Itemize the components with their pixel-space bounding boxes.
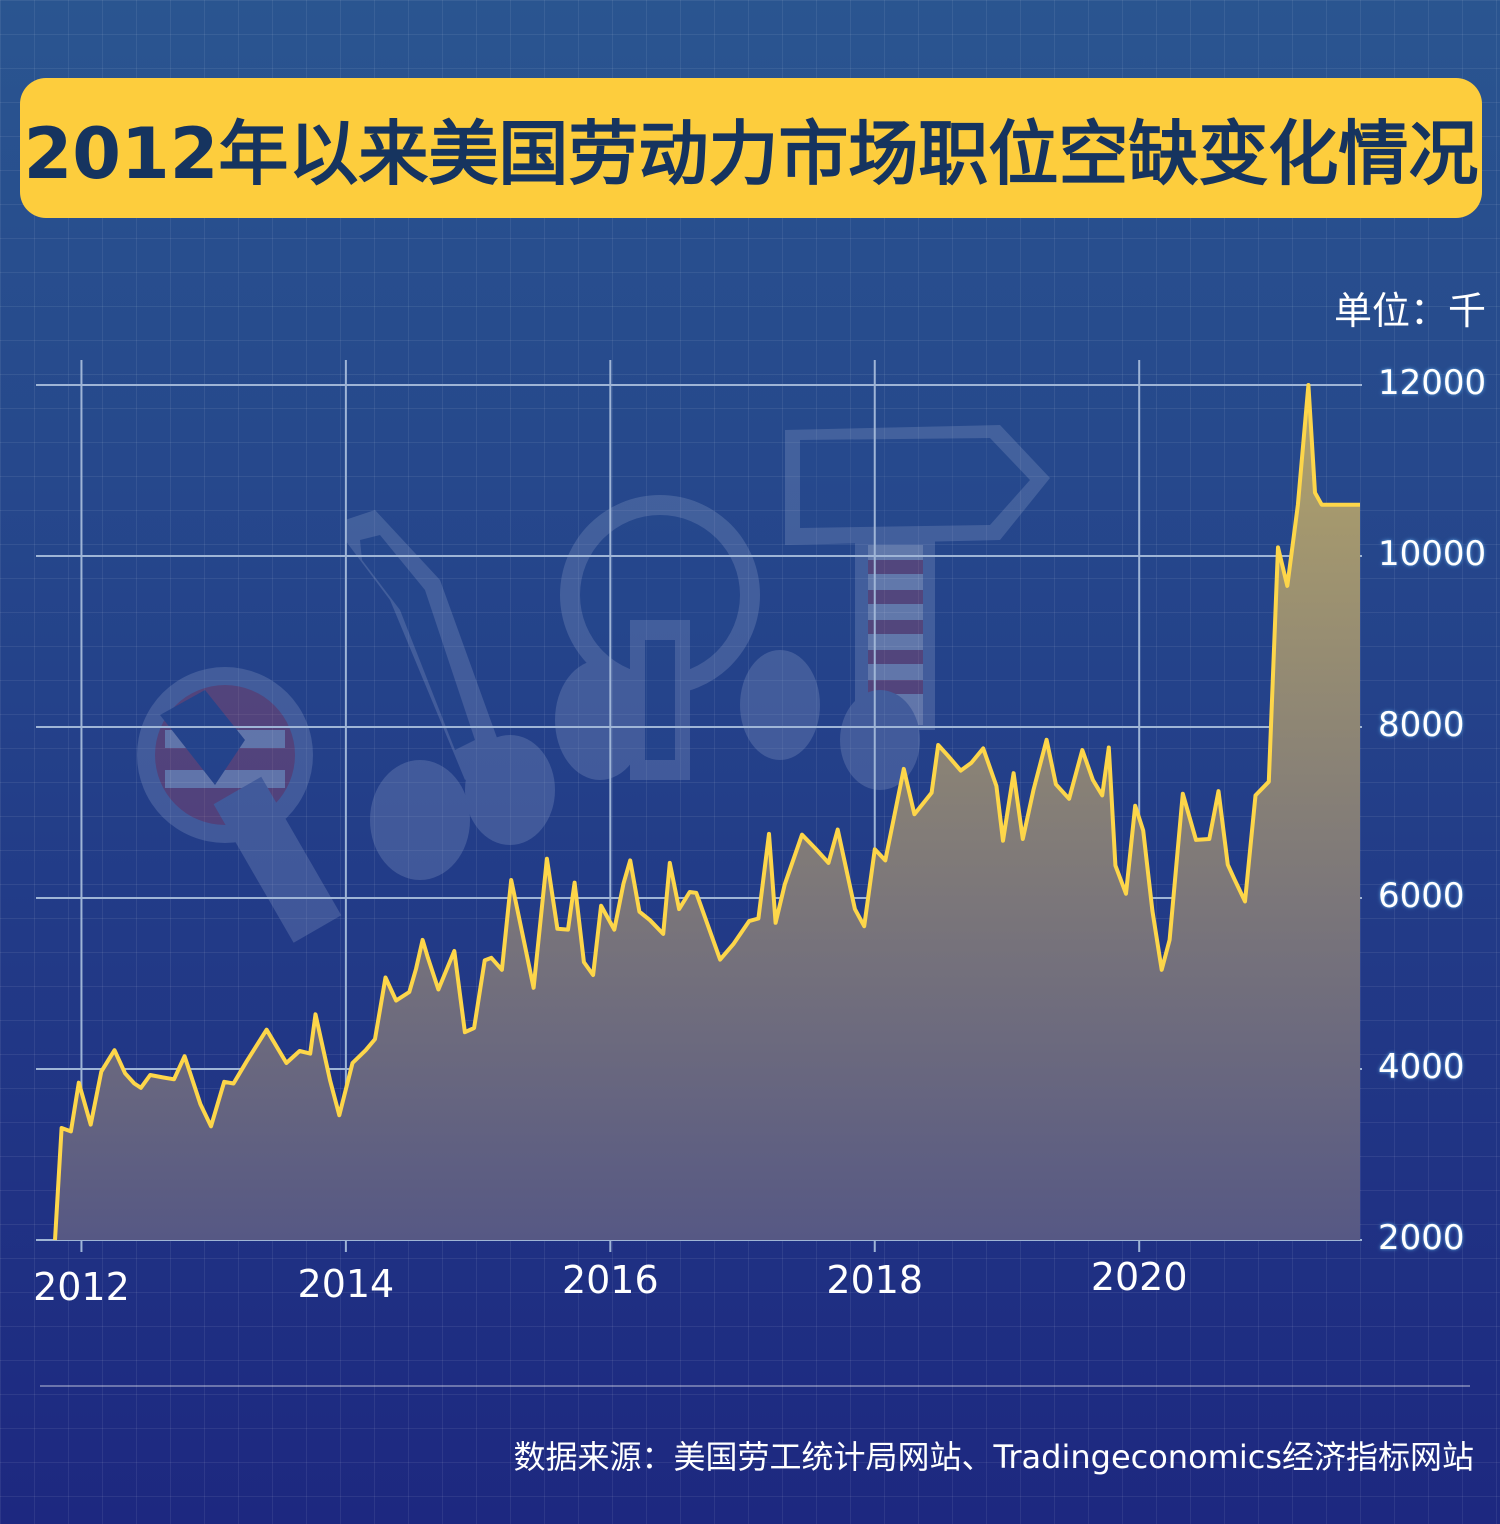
unit-label: 单位：千 — [1333, 289, 1486, 333]
x-tick-label: 2016 — [561, 1258, 659, 1302]
series-line — [53, 383, 1360, 1241]
footer-divider — [40, 1385, 1470, 1387]
area-fill — [55, 385, 1360, 1240]
x-tick-label: 2020 — [1090, 1255, 1188, 1299]
tools-illustration — [137, 425, 1050, 943]
hammer-icon — [785, 425, 1050, 730]
x-tick-label: 2012 — [33, 1265, 130, 1309]
x-tick-label: 2018 — [826, 1258, 924, 1302]
y-tick-label: 10000 — [1378, 534, 1487, 574]
y-tick-label: 4000 — [1378, 1047, 1465, 1087]
wrench-icon — [137, 667, 342, 943]
page-title: 2012年以来美国劳动力市场职位空缺变化情况 — [23, 112, 1479, 195]
y-tick-label: 12000 — [1378, 363, 1487, 403]
raised-hands-icon — [370, 650, 920, 880]
y-tick-label: 8000 — [1378, 705, 1465, 745]
screwdriver-icon — [345, 510, 505, 780]
source-note: 数据来源：美国劳工统计局网站、Tradingeconomics经济指标网站 — [513, 1438, 1474, 1476]
x-tick-label: 2014 — [297, 1262, 395, 1306]
y-tick-label: 6000 — [1378, 876, 1465, 916]
title-banner: 2012年以来美国劳动力市场职位空缺变化情况 — [20, 78, 1482, 218]
y-tick-label: 2000 — [1378, 1218, 1465, 1258]
